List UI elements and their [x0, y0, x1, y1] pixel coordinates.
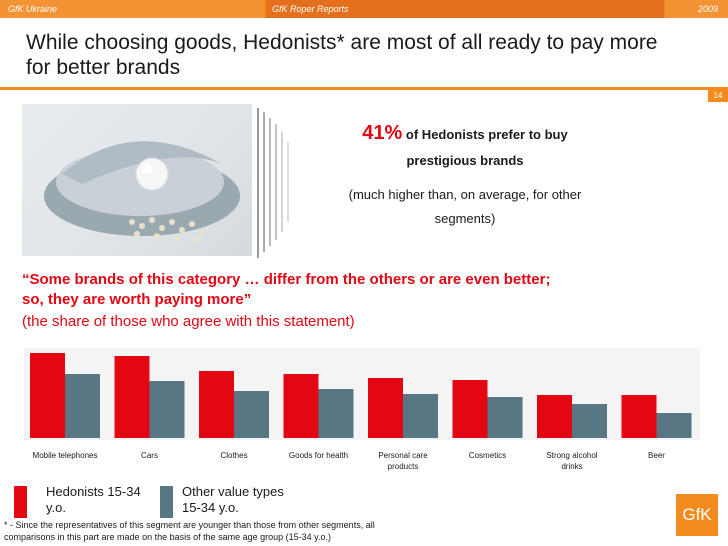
x-tick-label: Personal care: [378, 451, 428, 460]
key-stat: 41% of Hedonists prefer to buy prestigio…: [310, 120, 620, 174]
slide-title-line2: for better brands: [26, 56, 181, 79]
bar-chart: Mobile telephones Cars Clothes Goods for he…: [24, 348, 700, 471]
bar-hedonists-cosmetics: [452, 380, 488, 438]
key-stat-note-line2: segments): [434, 211, 496, 226]
bar-other-cosmetics: [487, 397, 523, 438]
statement-quote-line2: so, they are worth paying more”: [22, 291, 252, 308]
pearl-oyster-illustration: [44, 141, 240, 243]
key-stat-note: (much higher than, on average, for other…: [310, 183, 620, 231]
key-stat-percent: 41%: [362, 122, 403, 144]
legend-other: Other value types 15-34 y.o.: [182, 484, 284, 516]
title-divider: [0, 87, 728, 90]
header-year-label: 2009: [666, 0, 728, 18]
bar-other-goods-for-health: [318, 389, 354, 438]
statement-quote: “Some brands of this category … differ f…: [22, 270, 672, 310]
bar-other-personal-care-products: [403, 394, 438, 438]
bar-hedonists-personal-care-products: [368, 378, 403, 438]
small-pearls: [129, 217, 205, 243]
header-center-label: GfK Roper Reports: [266, 0, 664, 18]
bar-other-beer: [656, 413, 692, 438]
bar-hedonists-beer: [621, 395, 657, 438]
legend-other-line1: Other value types: [182, 484, 284, 499]
legend-hedonists-line1: Hedonists 15-34: [46, 484, 141, 499]
footnote: * - Since the representatives of this se…: [4, 519, 604, 543]
bar-hedonists-mobile-telephones: [30, 353, 65, 438]
x-tick-label: Mobile telephones: [33, 451, 98, 460]
legend-swatch-other: [160, 486, 173, 518]
key-stat-text-line2: prestigious brands: [406, 153, 524, 168]
statement-quote-line1: “Some brands of this category … differ f…: [22, 271, 551, 288]
header-bar: GfK Ukraine GfK Roper Reports 2009: [0, 0, 728, 18]
key-stat-text-line1: of Hedonists prefer to buy: [405, 127, 568, 142]
bar-hedonists-strong-alcohol-drinks: [537, 395, 572, 438]
legend-hedonists-line2: y.o.: [46, 500, 66, 515]
legend-hedonists: Hedonists 15-34 y.o.: [46, 484, 141, 516]
pearl-oyster-photo: [22, 104, 252, 256]
page-number: 14: [708, 90, 728, 102]
key-stat-note-line1: (much higher than, on average, for other: [348, 187, 582, 202]
x-tick-label: Goods for health: [289, 451, 348, 460]
bar-other-strong-alcohol-drinks: [572, 404, 607, 438]
bar-hedonists-clothes: [199, 371, 234, 438]
bar-other-clothes: [234, 391, 269, 438]
bar-other-cars: [149, 381, 185, 438]
x-tick-label: Strong alcohol: [546, 451, 597, 460]
x-tick-label: Cosmetics: [469, 451, 506, 460]
gfk-logo: GfK: [676, 494, 718, 536]
x-tick-label: Clothes: [220, 451, 247, 460]
legend-other-line2: 15-34 y.o.: [182, 500, 239, 515]
statement-subtitle: (the share of those who agree with this …: [22, 313, 355, 330]
x-tick-label: products: [388, 462, 419, 471]
legend-swatch-hedonists: [14, 486, 27, 518]
x-tick-label: Cars: [141, 451, 158, 460]
slide-title: While choosing goods, Hedonists* are mos…: [26, 30, 706, 80]
bar-other-mobile-telephones: [65, 374, 100, 438]
x-tick-label: drinks: [561, 462, 582, 471]
x-tick-label: Beer: [648, 451, 665, 460]
slide-title-line1: While choosing goods, Hedonists* are mos…: [26, 31, 658, 54]
footnote-line2: comparisons in this part are made on the…: [4, 532, 332, 542]
bar-hedonists-goods-for-health: [283, 374, 319, 438]
bar-hedonists-cars: [114, 356, 150, 438]
header-left-label: GfK Ukraine: [0, 0, 264, 18]
footnote-line1: * - Since the representatives of this se…: [4, 520, 375, 530]
pearl-highlight: [142, 164, 152, 174]
